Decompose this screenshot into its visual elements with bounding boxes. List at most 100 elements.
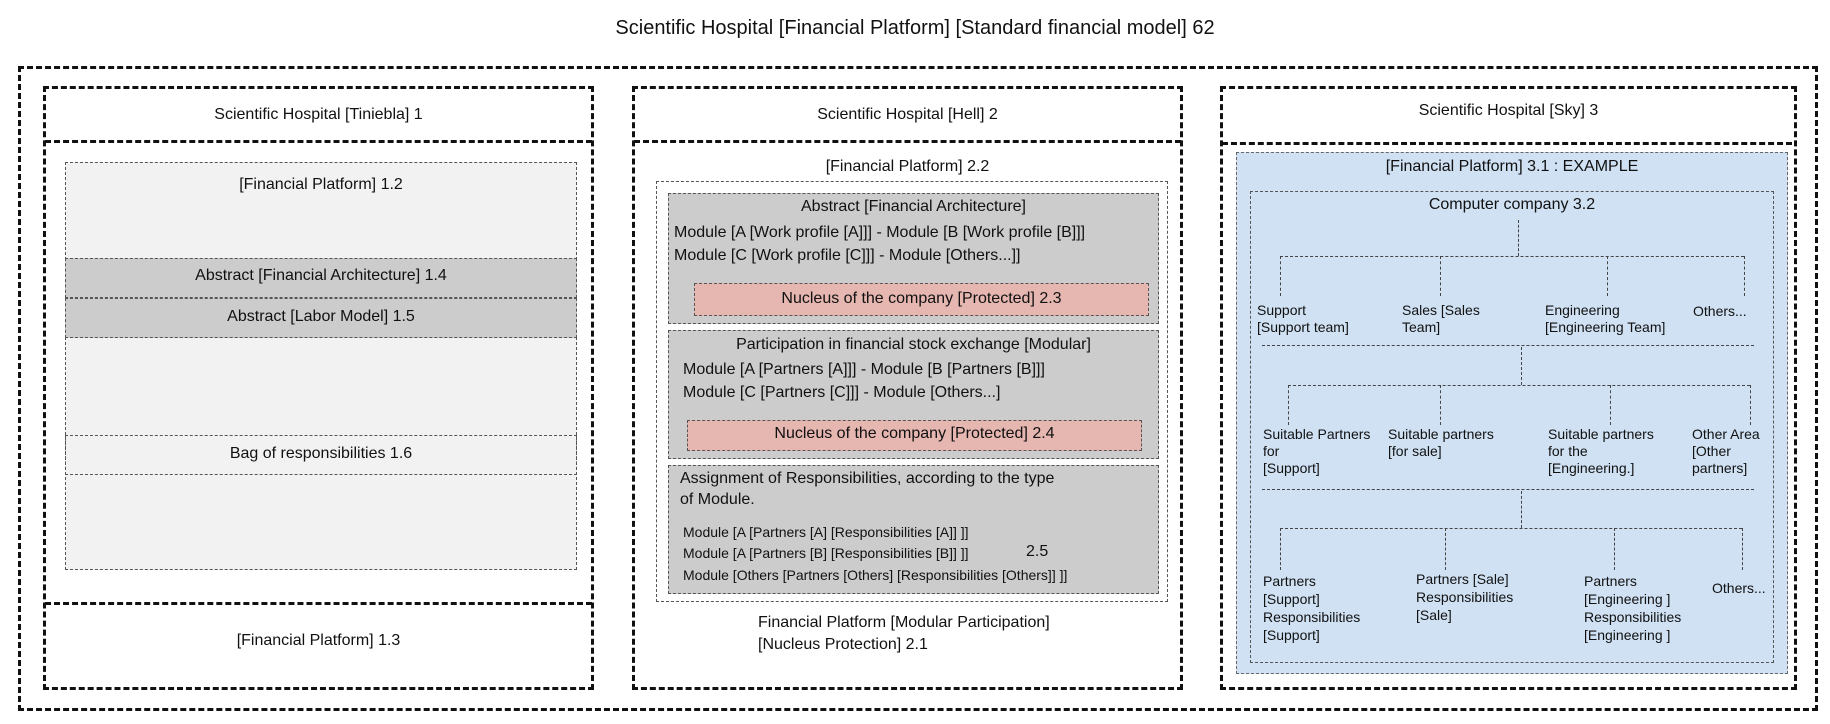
box3-module-line-1: Module [A [Partners [A] [Responsibilitie… bbox=[683, 524, 969, 540]
tree-connector bbox=[1288, 385, 1289, 425]
nucleus-2-4-label: Nucleus of the company [Protected] 2.4 bbox=[774, 425, 1055, 442]
row3-support-line-2: [Support] bbox=[1263, 591, 1320, 607]
panel-sky-header: Scientific Hospital [Sky] 3 bbox=[1418, 102, 1599, 119]
row1-others-line-1: Others... bbox=[1693, 303, 1747, 319]
abstract-financial-architecture-1-4 bbox=[65, 258, 577, 298]
panel-hell-footer-line-2: [Nucleus Protection] 2.1 bbox=[758, 636, 928, 653]
tree-connector bbox=[1280, 256, 1744, 257]
diagram-title: Scientific Hospital [Financial Platform]… bbox=[615, 17, 1215, 39]
tree-connector bbox=[1440, 385, 1441, 425]
row2-node-support: Suitable Partners for [Support] bbox=[1263, 426, 1370, 477]
assignment-title-line-2: of Module. bbox=[680, 491, 755, 508]
row2-support-line-3: [Support] bbox=[1263, 460, 1320, 476]
row3-node-sale: Partners [Sale] Responsibilities [Sale] bbox=[1416, 570, 1513, 624]
abstract-labor-model-1-5-label: Abstract [Labor Model] 1.5 bbox=[227, 308, 415, 325]
row2-other-line-3: partners] bbox=[1692, 460, 1748, 476]
panel-tiniebla-header: Scientific Hospital [Tiniebla] 1 bbox=[214, 106, 423, 123]
row3-node-support: Partners [Support] Responsibilities [Sup… bbox=[1263, 572, 1360, 644]
tree-connector bbox=[1521, 347, 1522, 385]
participation-title: Participation in financial stock exchang… bbox=[736, 336, 1091, 353]
row2-node-sale: Suitable partners [for sale] bbox=[1388, 426, 1494, 460]
row1-engineering-line-2: [Engineering Team] bbox=[1545, 319, 1666, 335]
row3-engineering-line-3: Responsibilities bbox=[1584, 609, 1682, 625]
row-divider bbox=[1262, 489, 1754, 490]
row-divider bbox=[1262, 345, 1754, 346]
tree-connector bbox=[1610, 385, 1611, 425]
financial-platform-1-3-label: [Financial Platform] 1.3 bbox=[236, 632, 401, 649]
bag-of-responsibilities-1-6 bbox=[65, 435, 577, 475]
box2-module-line-1: Module [A [Partners [A]]] - Module [B [P… bbox=[683, 361, 1045, 378]
row1-support-line-1: Support bbox=[1257, 302, 1307, 318]
financial-platform-3-1-example-box bbox=[1236, 152, 1788, 674]
panel-tiniebla-header-divider bbox=[45, 140, 592, 143]
row3-sale-line-2: Responsibilities bbox=[1416, 589, 1514, 605]
row2-sale-line-1: Suitable partners bbox=[1388, 426, 1494, 442]
tree-connector bbox=[1518, 220, 1519, 256]
row3-others-line-1: Others... bbox=[1712, 580, 1766, 596]
panel-hell-header-divider bbox=[634, 140, 1181, 143]
financial-platform-2-2-label: [Financial Platform] 2.2 bbox=[825, 158, 990, 175]
box2-module-line-2: Module [C [Partners [C]]] - Module [Othe… bbox=[683, 384, 1001, 401]
row1-node-support: Support [Support team] bbox=[1257, 302, 1349, 336]
financial-platform-2-2-box bbox=[656, 181, 1168, 602]
abstract-financial-architecture-title: Abstract [Financial Architecture] bbox=[801, 198, 1026, 215]
row2-support-line-2: for bbox=[1263, 443, 1280, 459]
box1-module-line-1: Module [A [Work profile [A]]] - Module [… bbox=[674, 224, 1086, 241]
nucleus-2-4-box bbox=[687, 420, 1142, 451]
row3-engineering-line-1: Partners bbox=[1584, 573, 1637, 589]
row3-node-engineering: Partners [Engineering ] Responsibilities… bbox=[1584, 572, 1681, 644]
row2-engineering-line-3: [Engineering.] bbox=[1548, 460, 1635, 476]
row1-engineering-line-1: Engineering bbox=[1545, 302, 1620, 318]
tree-connector bbox=[1288, 385, 1750, 386]
panel-tiniebla-footer-divider bbox=[45, 602, 592, 605]
tree-connector bbox=[1742, 528, 1743, 570]
tree-connector bbox=[1744, 256, 1745, 296]
row1-support-line-2: [Support team] bbox=[1257, 319, 1349, 335]
row3-support-line-4: [Support] bbox=[1263, 627, 1320, 643]
outer-frame bbox=[18, 66, 1818, 711]
financial-platform-3-1-example-label: [Financial Platform] 3.1 : EXAMPLE bbox=[1385, 158, 1639, 175]
tree-connector bbox=[1521, 491, 1522, 528]
row2-other-line-2: [Other bbox=[1692, 443, 1731, 459]
row1-sales-line-1: Sales [Sales bbox=[1402, 302, 1480, 318]
row2-engineering-line-1: Suitable partners bbox=[1548, 426, 1654, 442]
computer-company-3-2-label: Computer company 3.2 bbox=[1428, 196, 1596, 213]
financial-platform-1-2-label: [Financial Platform] 1.2 bbox=[239, 176, 403, 193]
row3-node-others: Others... bbox=[1712, 579, 1766, 597]
tree-connector bbox=[1280, 528, 1742, 529]
panel-hell-header: Scientific Hospital [Hell] 2 bbox=[817, 106, 998, 123]
nucleus-2-3-label: Nucleus of the company [Protected] 2.3 bbox=[781, 290, 1062, 307]
box1-module-line-2: Module [C [Work profile [C]]] - Module [… bbox=[674, 247, 1021, 264]
row1-node-engineering: Engineering [Engineering Team] bbox=[1545, 302, 1665, 336]
row1-node-others: Others... bbox=[1693, 303, 1747, 320]
box3-module-line-3: Module [Others [Partners [Others] [Respo… bbox=[683, 567, 1068, 583]
tree-connector bbox=[1280, 528, 1281, 570]
tree-connector bbox=[1445, 528, 1446, 570]
row1-sales-line-2: Team] bbox=[1402, 319, 1441, 335]
panel-sky-header-divider bbox=[1222, 142, 1792, 145]
tree-connector bbox=[1607, 256, 1608, 296]
tree-connector bbox=[1750, 385, 1751, 425]
tree-connector bbox=[1614, 528, 1615, 570]
box3-number-2-5: 2.5 bbox=[1026, 543, 1049, 560]
nucleus-2-3-box bbox=[694, 283, 1149, 316]
box3-module-line-2: Module [A [Partners [B] [Responsibilitie… bbox=[683, 545, 969, 561]
row3-support-line-1: Partners bbox=[1263, 573, 1316, 589]
tree-connector bbox=[1280, 256, 1281, 296]
row2-support-line-1: Suitable Partners bbox=[1263, 426, 1371, 442]
assignment-of-responsibilities-box bbox=[668, 465, 1159, 594]
row3-sale-line-3: [Sale] bbox=[1416, 607, 1452, 623]
row2-engineering-line-2: for the bbox=[1548, 443, 1588, 459]
row2-node-engineering: Suitable partners for the [Engineering.] bbox=[1548, 426, 1654, 477]
row3-sale-line-1: Partners [Sale] bbox=[1416, 571, 1509, 587]
row1-node-sales: Sales [Sales Team] bbox=[1402, 302, 1480, 336]
bag-of-responsibilities-1-6-label: Bag of responsibilities 1.6 bbox=[229, 445, 413, 462]
row2-sale-line-2: [for sale] bbox=[1388, 443, 1442, 459]
row3-engineering-line-2: [Engineering ] bbox=[1584, 591, 1671, 607]
computer-company-3-2-box bbox=[1250, 191, 1774, 663]
panel-hell-footer-line-1: Financial Platform [Modular Participatio… bbox=[758, 614, 1050, 631]
abstract-financial-architecture-1-4-label: Abstract [Financial Architecture] 1.4 bbox=[195, 267, 447, 284]
row3-support-line-3: Responsibilities bbox=[1263, 609, 1361, 625]
row3-engineering-line-4: [Engineering ] bbox=[1584, 627, 1671, 643]
abstract-labor-model-1-5 bbox=[65, 298, 577, 338]
